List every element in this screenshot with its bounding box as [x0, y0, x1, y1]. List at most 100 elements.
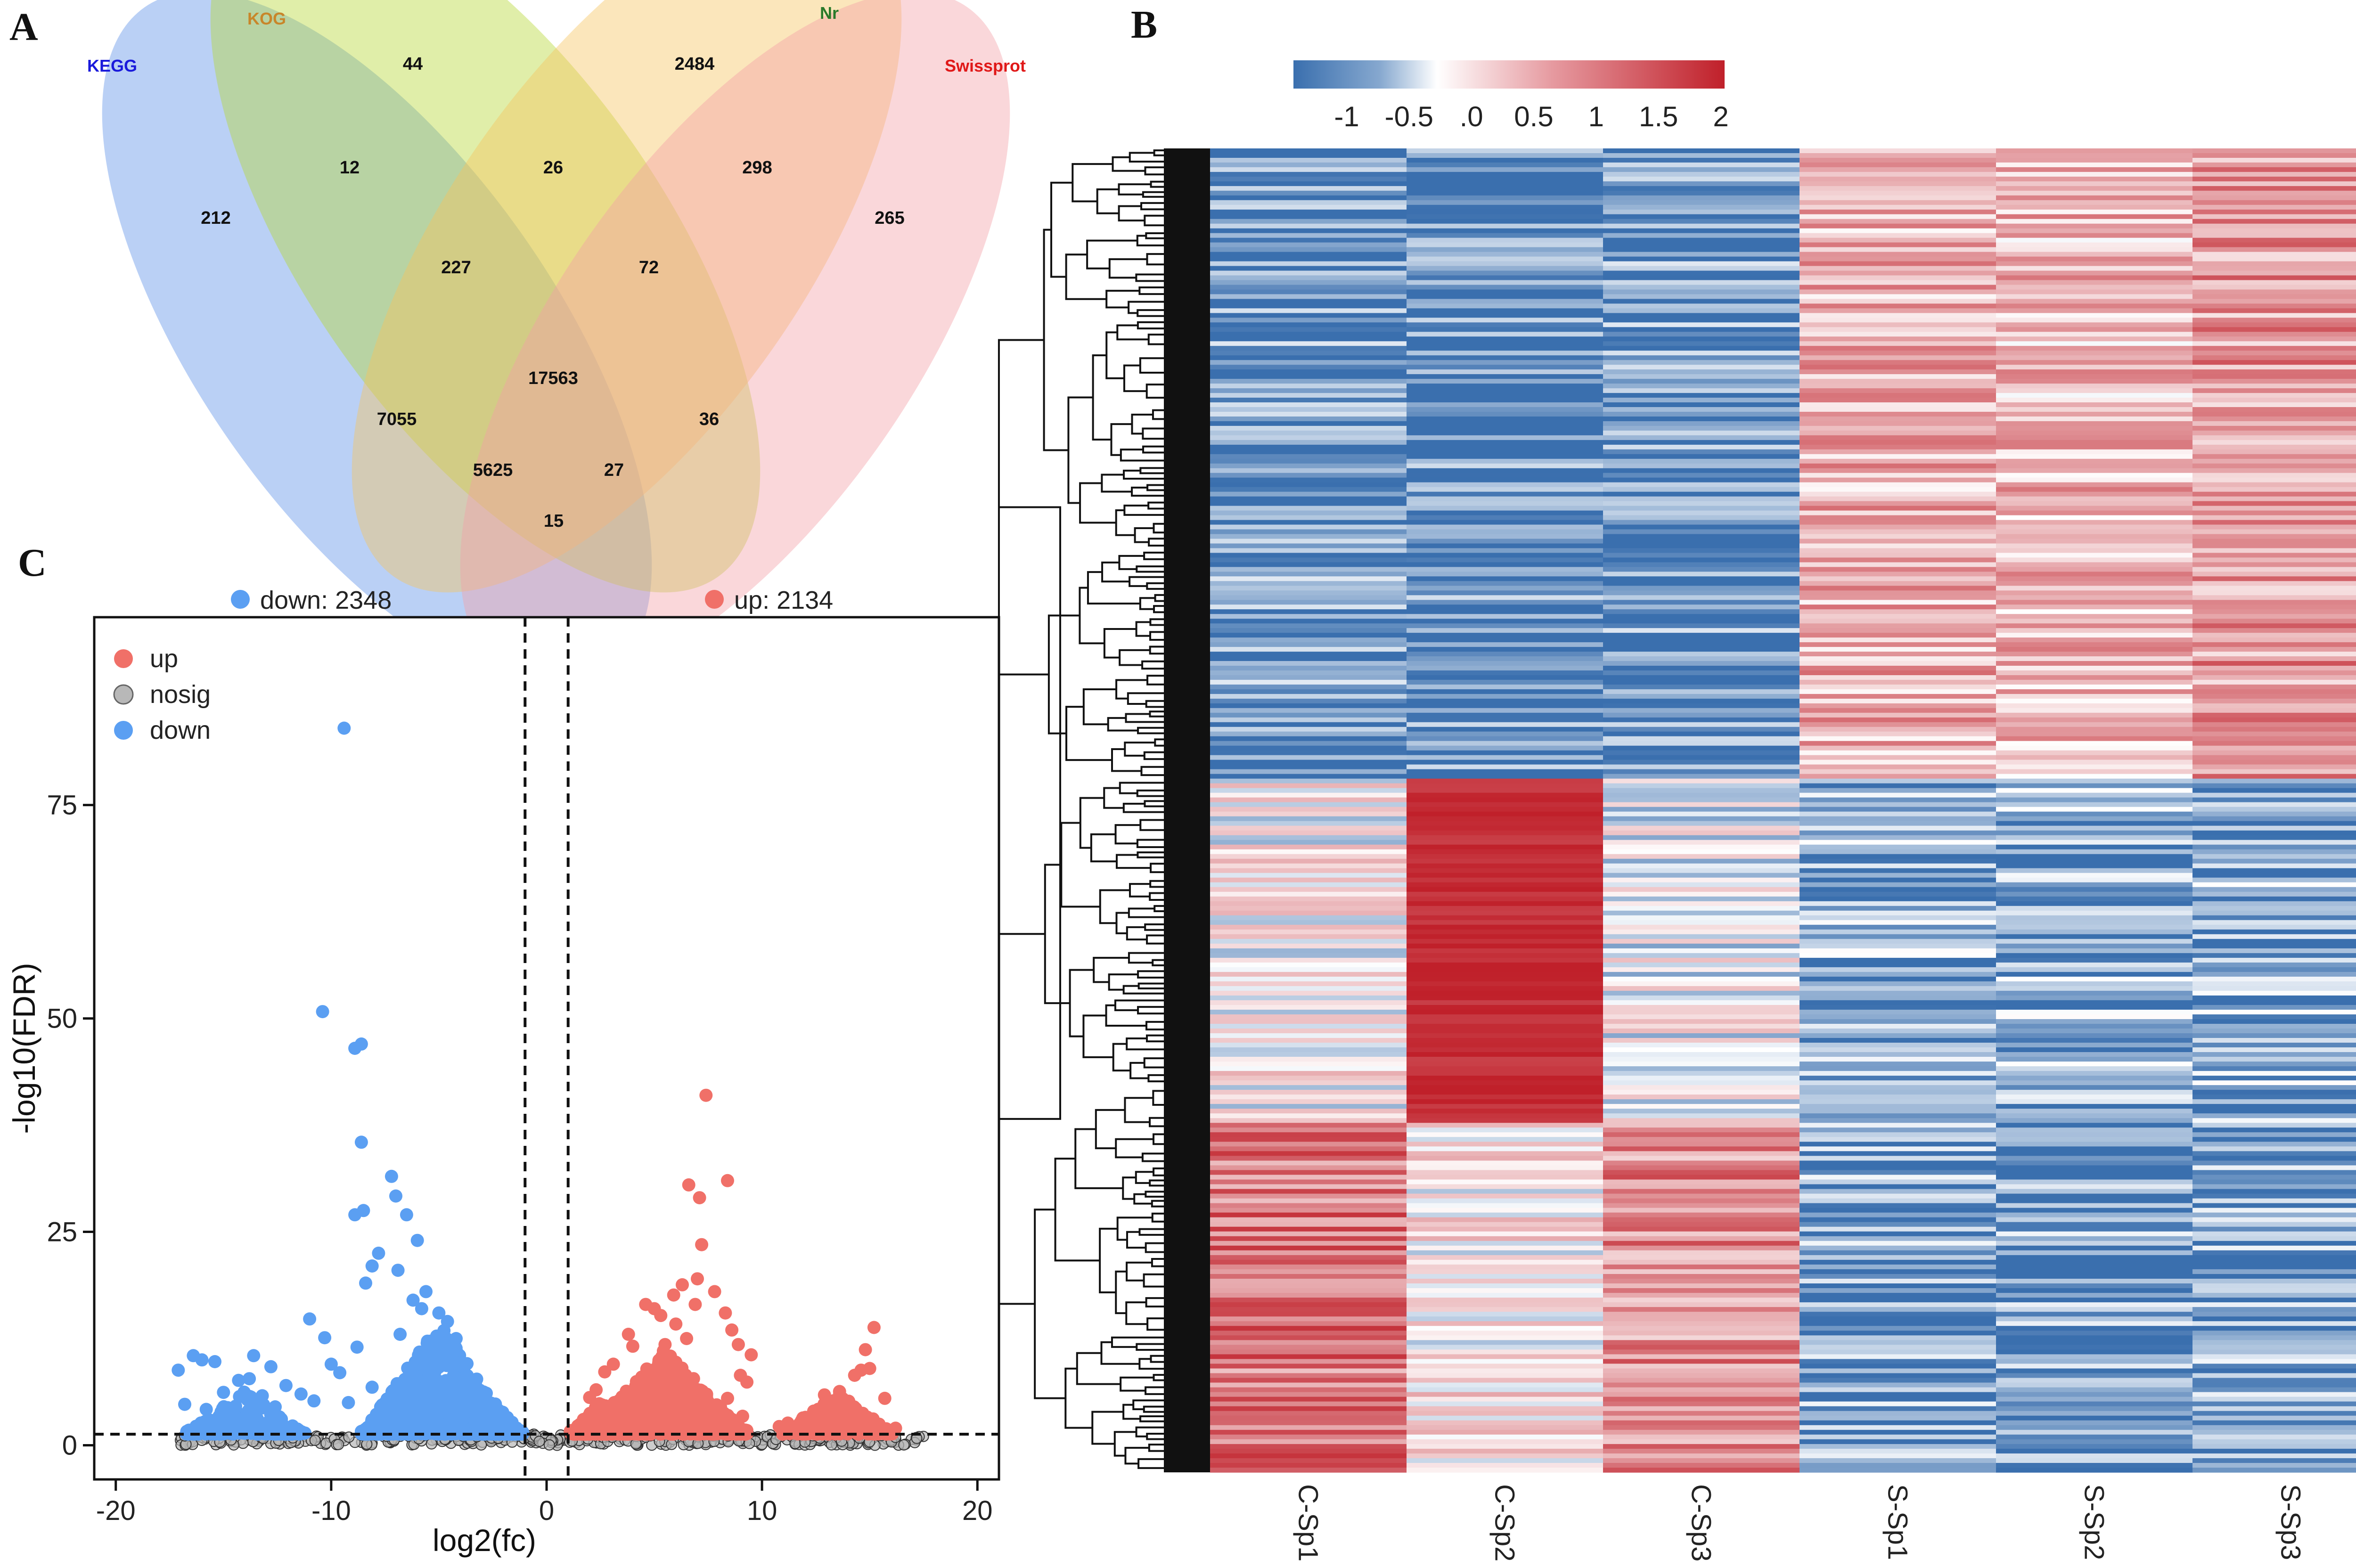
- heatmap-cell: [2192, 868, 2356, 874]
- heatmap-cell: [1210, 1076, 1407, 1081]
- heatmap-cell: [1800, 435, 1996, 441]
- heatmap-cell: [2192, 1226, 2356, 1232]
- dendrogram-branch: [1153, 905, 1164, 912]
- heatmap-cell: [1603, 939, 1800, 944]
- heatmap-cell: [1210, 435, 1407, 441]
- heatmap-cell: [2192, 1378, 2356, 1383]
- heatmap-cell: [1996, 1212, 2193, 1218]
- dendrogram-branch: [1072, 163, 1113, 203]
- heatmap-cell: [1800, 332, 1996, 337]
- heatmap-cell: [1996, 384, 2193, 389]
- heatmap-cell: [1210, 454, 1407, 459]
- dendrogram-branch: [1145, 232, 1164, 239]
- heatmap-cell: [1210, 1387, 1407, 1393]
- heatmap-cell: [1800, 962, 1996, 968]
- heatmap-cell: [1996, 840, 2193, 845]
- heatmap-cell: [2192, 816, 2356, 822]
- heatmap-cell: [1210, 501, 1407, 506]
- heatmap-cell: [1210, 609, 1407, 614]
- heatmap-cell: [2192, 1160, 2356, 1166]
- heatmap-cell: [1800, 1373, 1996, 1379]
- heatmap-cell: [1996, 1340, 2193, 1345]
- dendrogram-branch: [1139, 597, 1155, 610]
- heatmap-cell: [1210, 520, 1407, 525]
- dendrogram-branch: [1137, 309, 1164, 317]
- heatmap-cell: [1407, 510, 1603, 516]
- heatmap-cell: [1407, 807, 1603, 812]
- heatmap-cell: [1210, 1302, 1407, 1307]
- dendrogram-branch: [1139, 819, 1164, 831]
- heatmap-cell: [1407, 270, 1603, 276]
- point-down: [460, 1369, 474, 1382]
- heatmap-cell: [1210, 637, 1407, 643]
- heatmap-cell: [1996, 920, 2193, 925]
- heatmap-cell: [1210, 600, 1407, 605]
- heatmap-cell: [1407, 1024, 1603, 1029]
- heatmap-cell: [1996, 1274, 2193, 1279]
- heatmap-cell: [1603, 642, 1800, 647]
- heatmap-cell: [1996, 351, 2193, 356]
- dendrogram-branch: [1115, 854, 1151, 869]
- heatmap-cell: [1210, 849, 1407, 855]
- heatmap-cell: [1800, 1326, 1996, 1331]
- heatmap-cell: [1996, 148, 2193, 154]
- heatmap-cell: [1407, 1151, 1603, 1156]
- heatmap-cell: [1603, 1401, 1800, 1407]
- heatmap-cell: [2192, 901, 2356, 906]
- heatmap-cell: [1407, 388, 1603, 393]
- heatmap-cell: [2192, 351, 2356, 356]
- dendrogram-branch: [1079, 482, 1116, 524]
- heatmap-cell: [1603, 1448, 1800, 1454]
- heatmap-cell: [1210, 496, 1407, 502]
- dendrogram-branch: [1136, 565, 1164, 573]
- heatmap-cell: [1603, 252, 1800, 257]
- heatmap-cell: [1996, 172, 2193, 177]
- heatmap-cell: [1210, 1236, 1407, 1241]
- dendrogram-branch: [1135, 1426, 1164, 1437]
- heatmap-cell: [1407, 1156, 1603, 1161]
- heatmap-cell: [1210, 920, 1407, 925]
- dendrogram-branch: [1124, 1446, 1149, 1465]
- heatmap-cell: [1210, 910, 1407, 916]
- dendrogram-branch: [1136, 1343, 1164, 1351]
- heatmap-cell: [1603, 412, 1800, 417]
- point-down: [371, 1425, 384, 1439]
- heatmap-cell: [1996, 1458, 2193, 1463]
- heatmap-cell: [1210, 943, 1407, 949]
- heatmap-cell: [1210, 1307, 1407, 1312]
- heatmap-cell: [2192, 995, 2356, 1001]
- dendrogram-branch: [1128, 301, 1164, 314]
- heatmap-cell: [1800, 1014, 1996, 1020]
- heatmap-cell: [1603, 1345, 1800, 1350]
- heatmap-cell: [1407, 237, 1603, 243]
- heatmap-cell: [1407, 242, 1603, 248]
- dendrogram-branch: [1126, 1037, 1164, 1051]
- heatmap-cell: [2192, 454, 2356, 459]
- heatmap-cell: [1407, 1415, 1603, 1421]
- heatmap-cell: [1800, 289, 1996, 295]
- heatmap-cell: [1603, 473, 1800, 478]
- heatmap-cell: [1210, 825, 1407, 831]
- heatmap-cell: [1996, 990, 2193, 996]
- heatmap-cell: [1800, 1189, 1996, 1194]
- heatmap-cell: [2192, 684, 2356, 690]
- heatmap-cell: [1996, 962, 2193, 968]
- heatmap-cell: [1210, 1439, 1407, 1445]
- heatmap-cell: [1603, 769, 1800, 775]
- dendrogram-branch: [1065, 253, 1107, 300]
- heatmap-cell: [1407, 679, 1603, 685]
- dendrogram-branch: [1147, 501, 1164, 510]
- heatmap-cell: [1603, 774, 1800, 779]
- heatmap-cell: [2192, 1335, 2356, 1340]
- heatmap-cell: [1603, 1236, 1800, 1241]
- heatmap-cell: [1996, 1255, 2193, 1260]
- heatmap-cell: [1407, 1264, 1603, 1270]
- heatmap-cell: [1210, 543, 1407, 549]
- heatmap-cell: [1996, 849, 2193, 855]
- heatmap-cell: [1603, 915, 1800, 921]
- dendrogram-branch: [1145, 384, 1164, 399]
- heatmap-cell: [1603, 1331, 1800, 1336]
- point-up: [678, 1394, 692, 1408]
- heatmap-cell: [1800, 1444, 1996, 1449]
- heatmap-cell: [1800, 679, 1996, 685]
